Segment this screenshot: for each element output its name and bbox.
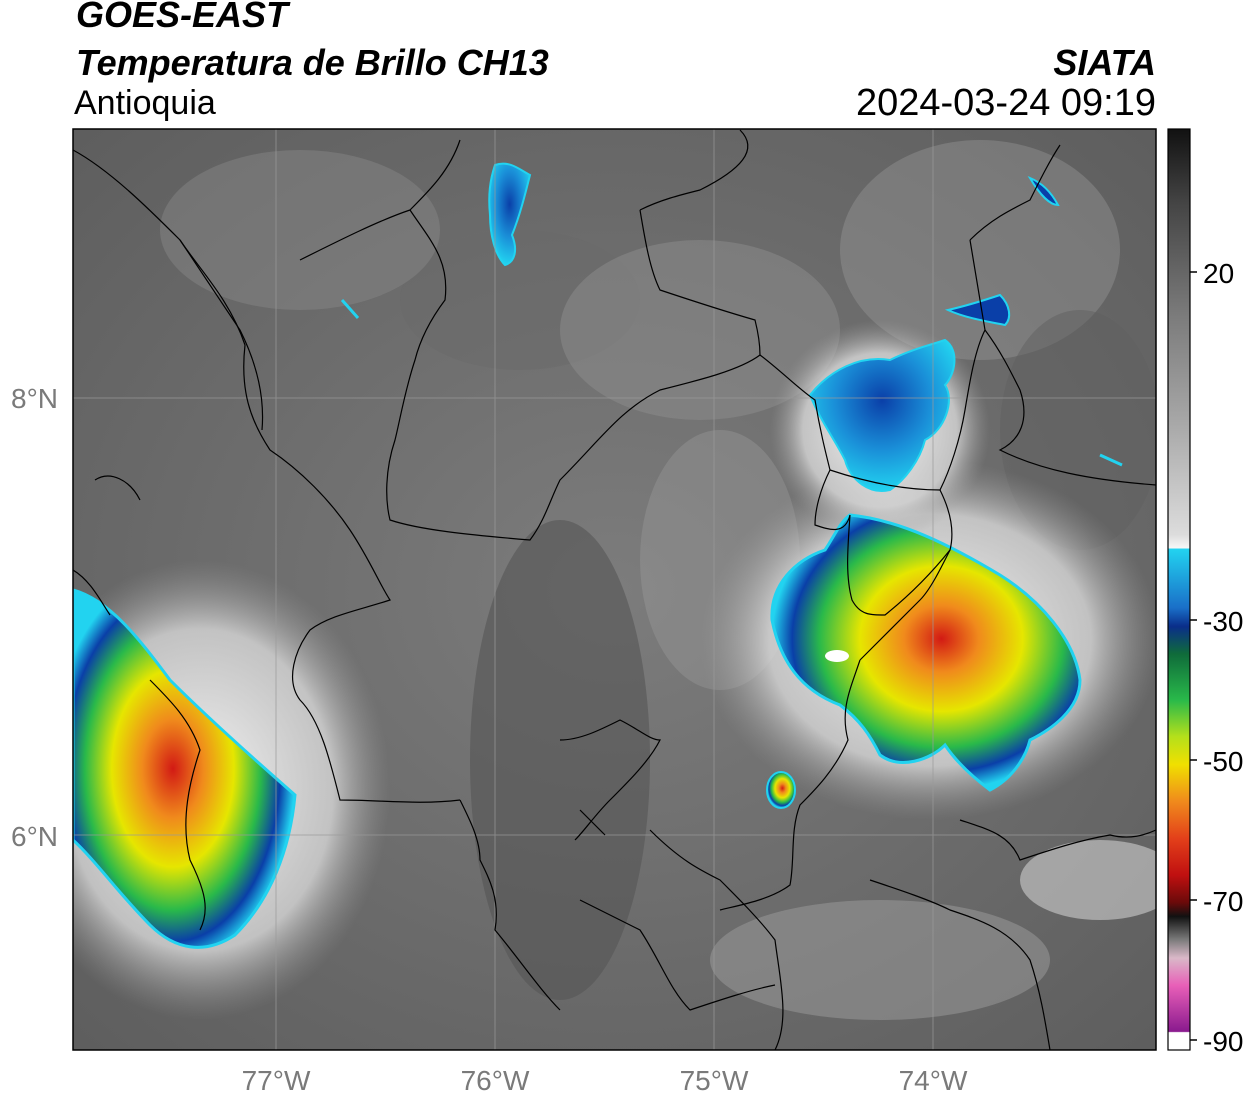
lon-label-74w: 74°W	[899, 1065, 968, 1096]
lat-label-6n: 6°N	[11, 821, 58, 852]
product-title: Temperatura de Brillo CH13	[76, 42, 549, 83]
timestamp-label: 2024-03-24 09:19	[855, 82, 1156, 124]
colorbar-tick-minus50: -50	[1203, 746, 1243, 777]
storm-cell-west	[73, 588, 297, 949]
imagery-layer	[73, 129, 1156, 1050]
lat-label-8n: 8°N	[11, 383, 58, 414]
lon-label-76w: 76°W	[461, 1065, 530, 1096]
cold-cloud-north	[808, 338, 956, 492]
lon-label-75w: 75°W	[680, 1065, 749, 1096]
colorbar-tick-minus90: -90	[1203, 1026, 1243, 1057]
source-label: SIATA	[1053, 42, 1156, 83]
region-title: Antioquia	[74, 84, 216, 122]
colorbar: 20 -30 -50 -70 -90	[1167, 128, 1243, 1057]
colorbar-tick-minus70: -70	[1203, 886, 1243, 917]
boundaries	[73, 129, 1156, 1050]
storm-cell-small	[766, 771, 796, 809]
cold-cloud-northwest	[488, 162, 532, 267]
gridlines	[73, 129, 1156, 1050]
colorbar-gradient	[1168, 129, 1190, 1050]
colorbar-tick-minus30: -30	[1203, 606, 1243, 637]
lon-label-77w: 77°W	[242, 1065, 311, 1096]
satellite-title: GOES-EAST	[76, 0, 289, 35]
map-frame	[72, 128, 1157, 1051]
colorbar-tick-20: 20	[1203, 258, 1234, 289]
